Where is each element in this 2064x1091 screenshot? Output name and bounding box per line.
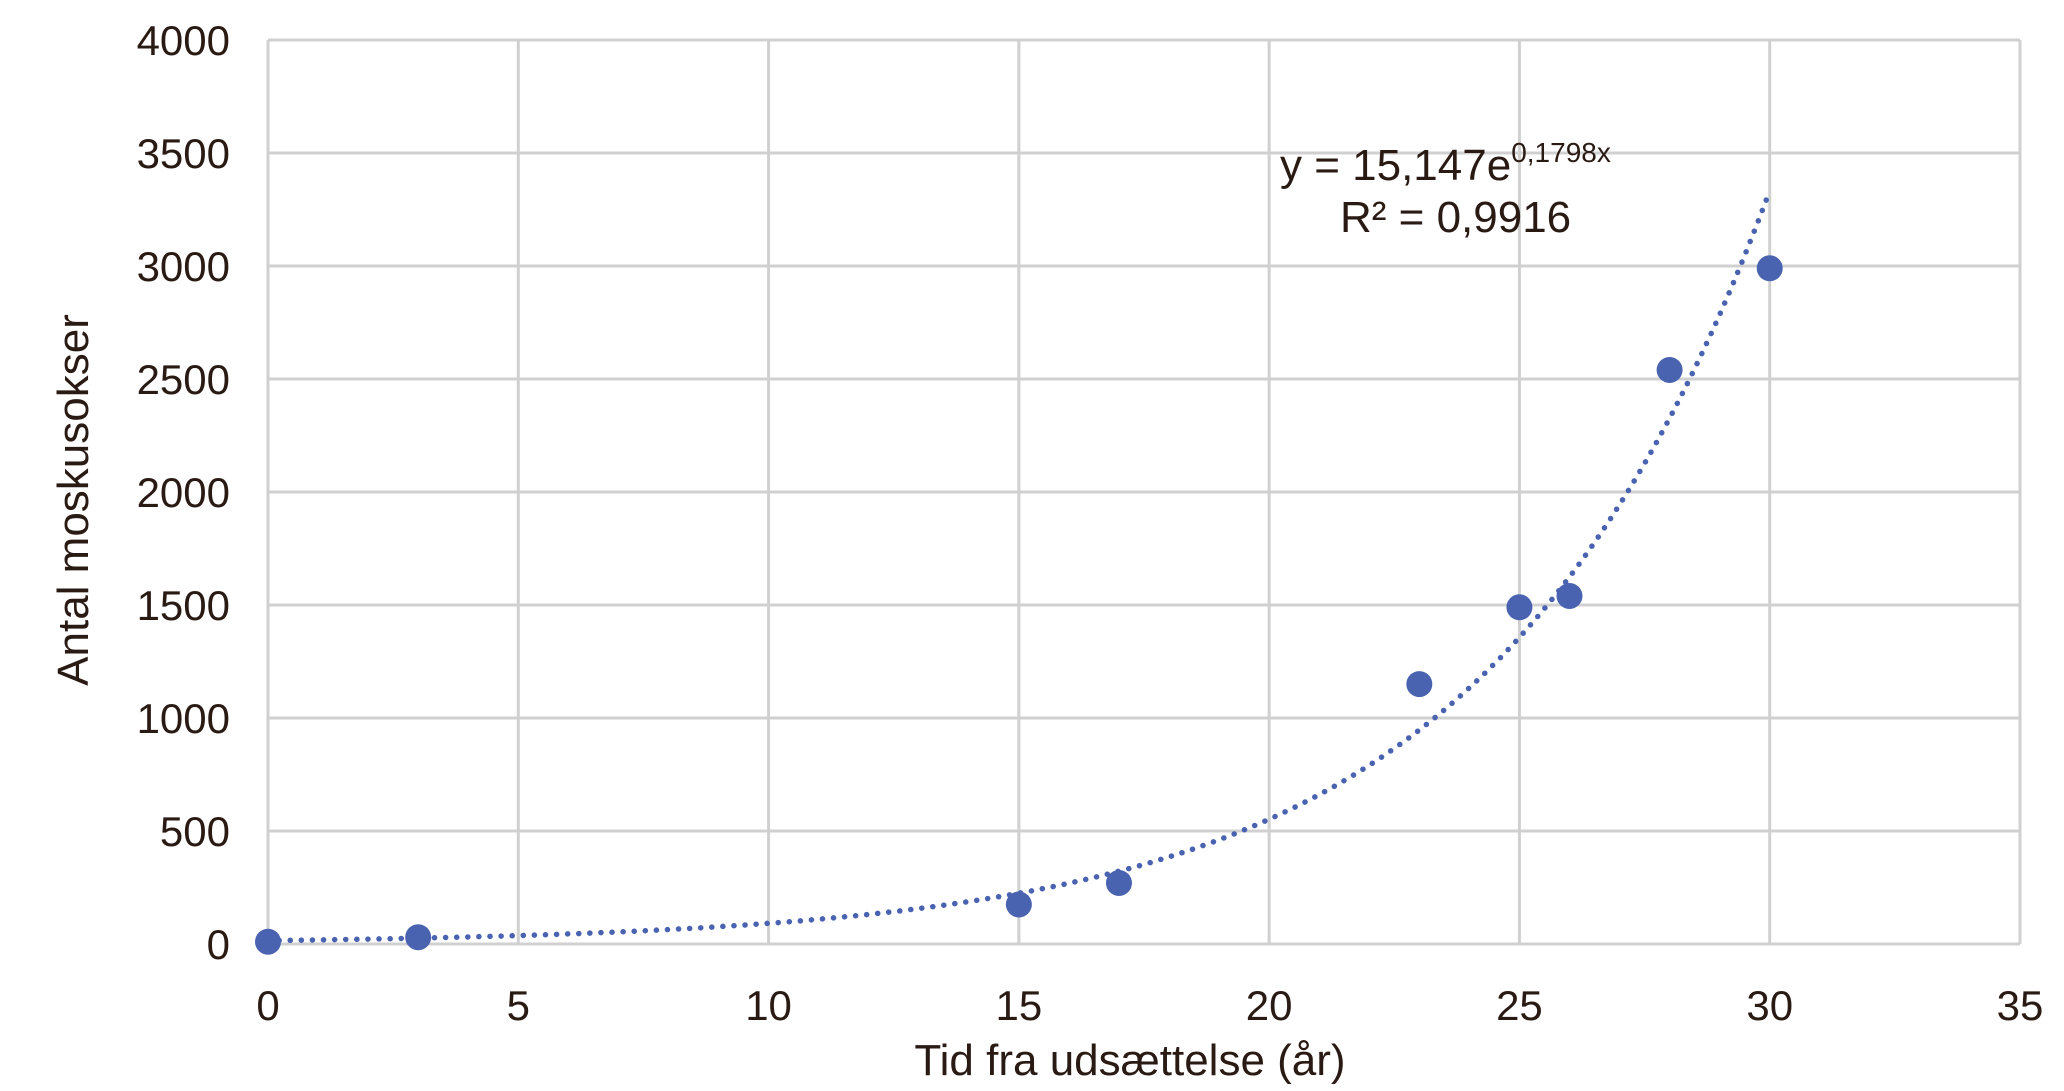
grid xyxy=(266,38,2022,946)
trend-equation-exponent: 0,1798x xyxy=(1511,137,1611,168)
x-tick-labels: 0 5 10 15 20 25 30 35 xyxy=(256,982,2043,1029)
y-tick-label: 2500 xyxy=(137,356,230,403)
data-point xyxy=(1005,891,1032,918)
x-tick-label: 20 xyxy=(1246,982,1293,1029)
data-point xyxy=(405,924,432,951)
y-tick-label: 1500 xyxy=(137,582,230,629)
x-tick-label: 15 xyxy=(995,982,1042,1029)
x-axis-title: Tid fra udsættelse (år) xyxy=(914,1036,1345,1085)
y-tick-label: 3000 xyxy=(137,243,230,290)
y-axis-title: Antal moskusokser xyxy=(49,314,98,686)
y-tick-label: 0 xyxy=(207,921,230,968)
x-tick-label: 0 xyxy=(256,982,279,1029)
x-tick-label: 25 xyxy=(1496,982,1543,1029)
data-point xyxy=(1406,671,1433,698)
data-point xyxy=(1756,255,1783,282)
x-tick-label: 5 xyxy=(507,982,530,1029)
y-tick-label: 3500 xyxy=(137,130,230,177)
data-point xyxy=(1556,582,1583,609)
data-point xyxy=(1506,594,1533,621)
x-tick-label: 35 xyxy=(1997,982,2044,1029)
y-tick-labels: 0 500 1000 1500 2000 2500 3000 3500 4000 xyxy=(137,17,230,968)
y-tick-label: 1000 xyxy=(137,695,230,742)
data-point xyxy=(1656,356,1683,383)
trend-equation-main: y = 15,147e xyxy=(1280,141,1511,190)
trend-r-squared: R² = 0,9916 xyxy=(1340,193,1571,242)
data-point xyxy=(255,928,281,955)
trend-equation: y = 15,147e0,1798x xyxy=(1280,137,1611,190)
y-tick-label: 2000 xyxy=(137,469,230,516)
x-tick-label: 10 xyxy=(745,982,792,1029)
data-points xyxy=(255,255,1783,955)
x-tick-label: 30 xyxy=(1746,982,1793,1029)
y-tick-label: 500 xyxy=(160,808,230,855)
data-point xyxy=(1105,869,1132,896)
y-tick-label: 4000 xyxy=(137,17,230,64)
